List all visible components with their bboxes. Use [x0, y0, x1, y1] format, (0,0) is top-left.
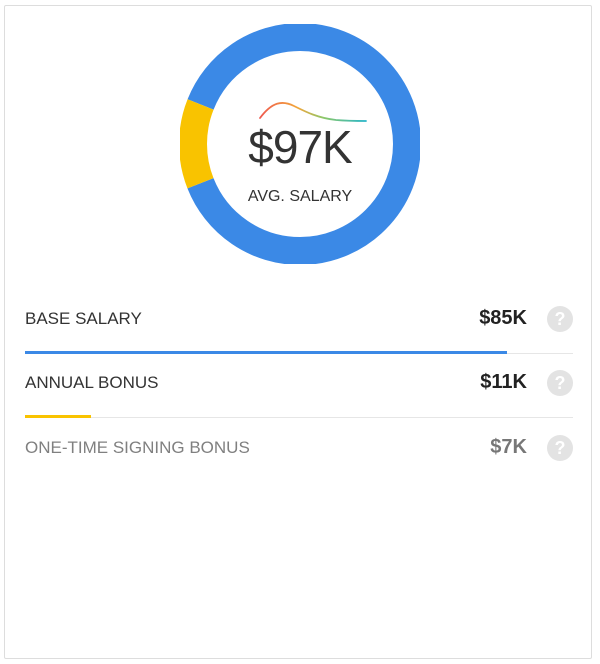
base-salary-help-icon[interactable]: ?: [547, 306, 573, 332]
annual-bonus-label: ANNUAL BONUS: [25, 373, 159, 392]
donut-bonus-segment: [180, 24, 420, 264]
row-base-salary: BASE SALARY $85K ?: [25, 290, 573, 354]
distribution-sparkline: [259, 102, 367, 122]
salary-donut-chart: $97K AVG. SALARY: [180, 24, 420, 264]
base-salary-value: $85K: [479, 307, 527, 329]
signing-bonus-help-icon[interactable]: ?: [547, 435, 573, 461]
base-salary-bar: [25, 351, 507, 354]
row-annual-bonus: ANNUAL BONUS $11K ?: [25, 354, 573, 418]
donut-svg: [180, 24, 420, 264]
avg-salary-label: AVG. SALARY: [247, 188, 353, 205]
row-signing-bonus: ONE-TIME SIGNING BONUS $7K ?: [25, 419, 573, 483]
annual-bonus-bar: [25, 415, 91, 418]
salary-card: $97K AVG. SALARY BASE SALARY $85K ? ANNU…: [4, 5, 592, 659]
signing-bonus-value: $7K: [490, 436, 527, 458]
signing-bonus-label: ONE-TIME SIGNING BONUS: [25, 438, 250, 457]
row-divider: [25, 417, 573, 418]
annual-bonus-value: $11K: [480, 371, 527, 393]
donut-base-segment: [180, 24, 420, 264]
avg-salary-value: $97K: [248, 121, 352, 173]
annual-bonus-help-icon[interactable]: ?: [547, 370, 573, 396]
base-salary-label: BASE SALARY: [25, 309, 142, 328]
